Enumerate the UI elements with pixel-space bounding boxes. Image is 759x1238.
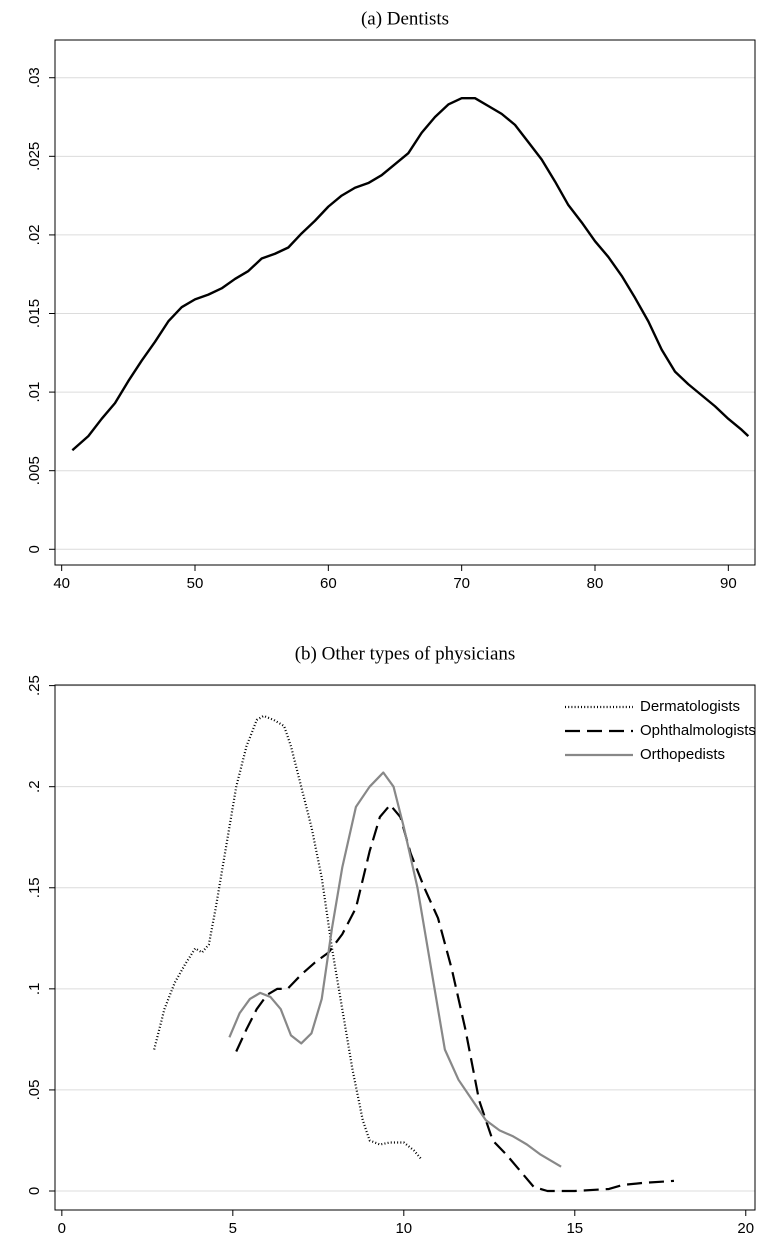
- legend-label: Orthopedists: [640, 746, 725, 763]
- chart-title: (a) Dentists: [361, 8, 449, 29]
- data-line: [71, 96, 750, 452]
- x-tick-label: 70: [453, 575, 470, 592]
- legend-label: Dermatologists: [640, 698, 740, 715]
- y-tick-label: 0: [26, 545, 43, 553]
- data-line: [228, 771, 562, 1168]
- x-tick-label: 40: [53, 575, 70, 592]
- y-tick-label: .005: [26, 456, 43, 485]
- data-line: [235, 803, 675, 1193]
- x-tick-label: 20: [737, 1220, 754, 1237]
- x-tick-label: 0: [58, 1220, 66, 1237]
- data-line: [153, 714, 422, 1160]
- x-tick-label: 90: [720, 575, 737, 592]
- plot-frame: [54, 39, 756, 566]
- y-tick-label: 0: [26, 1187, 43, 1195]
- plot-frame: [54, 684, 756, 1211]
- y-tick-label: .015: [26, 299, 43, 328]
- y-tick-label: .25: [26, 675, 43, 696]
- x-tick-label: 60: [320, 575, 337, 592]
- legend-label: Ophthalmologists: [640, 722, 756, 739]
- x-tick-label: 80: [587, 575, 604, 592]
- y-tick-label: .02: [26, 224, 43, 245]
- chart-title: (b) Other types of physicians: [295, 643, 516, 664]
- y-tick-label: .15: [26, 877, 43, 898]
- y-tick-label: .05: [26, 1079, 43, 1100]
- y-tick-label: .1: [26, 983, 43, 996]
- y-tick-label: .2: [26, 780, 43, 793]
- y-tick-label: .01: [26, 382, 43, 403]
- x-tick-label: 5: [229, 1220, 237, 1237]
- x-tick-label: 10: [395, 1220, 412, 1237]
- x-tick-label: 50: [187, 575, 204, 592]
- y-tick-label: .025: [26, 142, 43, 171]
- y-tick-label: .03: [26, 67, 43, 88]
- x-tick-label: 15: [566, 1220, 583, 1237]
